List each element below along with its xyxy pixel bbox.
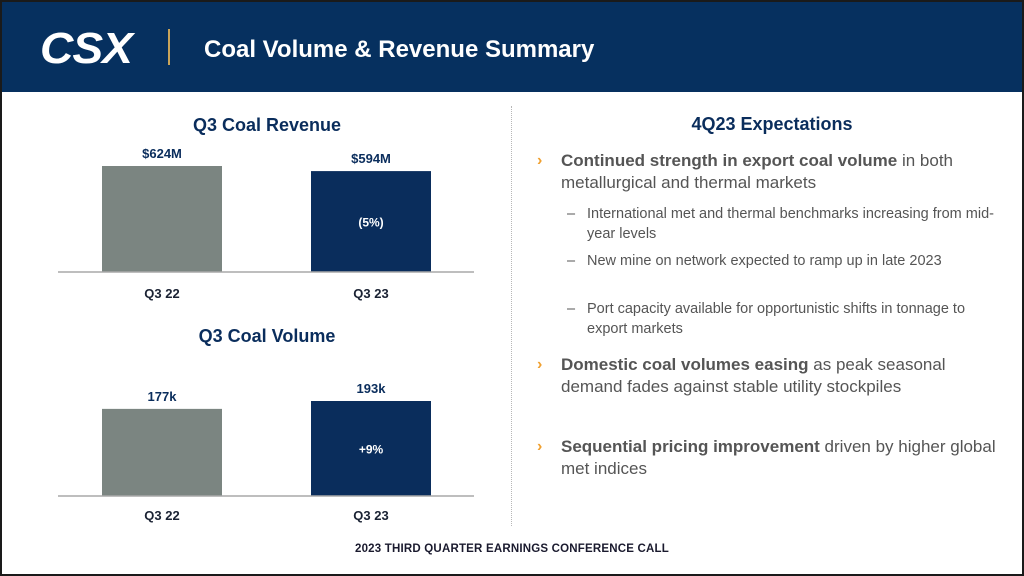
chevron-icon: › (537, 438, 543, 455)
chart-title: Q3 Coal Volume (199, 326, 336, 346)
change-label: +9% (359, 443, 384, 457)
expectations-title: 4Q23 Expectations (691, 114, 853, 134)
bullet-domestic-coal: › Domestic coal volumes easing as peak s… (537, 354, 997, 422)
header-bar: CSX Coal Volume & Revenue Summary (2, 2, 1022, 92)
bullet-rest: in both metallurgical and thermal market… (561, 151, 954, 192)
bullet-bold: Sequential pricing improvement (561, 437, 820, 456)
header-divider (168, 29, 170, 65)
bullet-text: Sequential pricing improvement driven by… (561, 436, 997, 480)
sub-bullet-text: International met and thermal benchmarks… (587, 206, 994, 242)
bar (311, 171, 431, 272)
sub-bullet-text: Port capacity available for opportunisti… (587, 301, 966, 337)
bullet-text: Domestic coal volumes easing as peak sea… (561, 354, 997, 398)
value-label: $624M (142, 146, 182, 161)
bar (102, 166, 222, 272)
sub-bullet-text: New mine on network expected to ramp up … (587, 253, 942, 269)
value-label: $594M (351, 151, 391, 166)
chevron-icon: › (537, 152, 543, 169)
dash-icon: – (567, 206, 576, 222)
bullet-export-coal: › Continued strength in export coal volu… (537, 150, 997, 196)
csx-logo: CSX (40, 24, 133, 73)
bullet-bold: Domestic coal volumes easing (561, 355, 809, 374)
bar (311, 401, 431, 496)
dash-icon: – (567, 301, 576, 317)
column-divider (511, 106, 512, 526)
value-label: 193k (357, 381, 387, 396)
chart-title: Q3 Coal Revenue (193, 115, 341, 135)
dash-icon: – (567, 253, 576, 269)
value-label: 177k (148, 389, 178, 404)
category-label: Q3 22 (144, 508, 179, 523)
bullet-rest: as peak seasonal demand fades against st… (561, 355, 946, 396)
bullet-text: Continued strength in export coal volume… (561, 150, 997, 194)
category-label: Q3 23 (353, 286, 388, 301)
chevron-icon: › (537, 356, 543, 373)
bullet-pricing: › Sequential pricing improvement driven … (537, 436, 997, 482)
change-label: (5%) (358, 216, 383, 230)
bullet-rest: driven by higher global met indices (561, 437, 996, 478)
page-title: Coal Volume & Revenue Summary (204, 36, 595, 63)
category-label: Q3 23 (353, 508, 388, 523)
category-label: Q3 22 (144, 286, 179, 301)
footer-text: 2023 THIRD QUARTER EARNINGS CONFERENCE C… (354, 543, 670, 555)
bullet-bold: Continued strength in export coal volume (561, 151, 898, 170)
bar (102, 408, 222, 496)
